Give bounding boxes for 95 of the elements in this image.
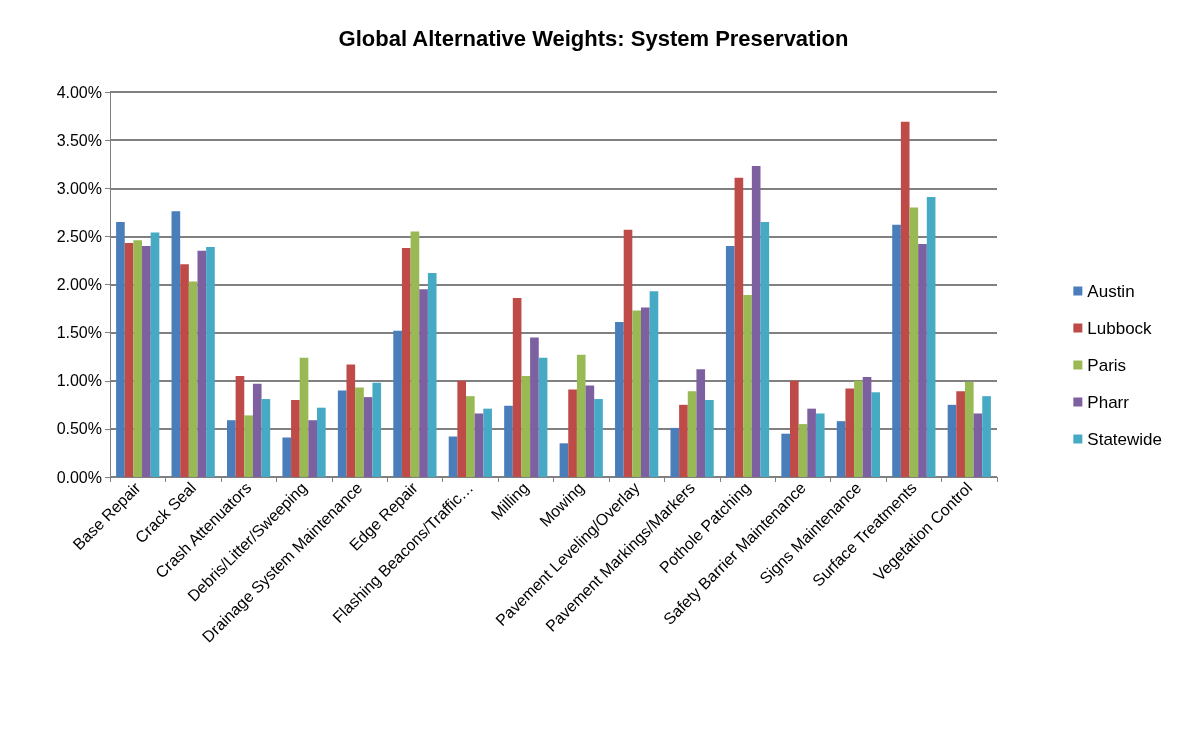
bar <box>956 391 965 477</box>
bar <box>871 392 881 477</box>
bar <box>947 404 957 477</box>
bar <box>725 246 735 477</box>
y-tick-label: 1.00% <box>56 372 102 390</box>
y-tick-label: 0.50% <box>56 420 102 438</box>
bar <box>474 413 484 477</box>
y-tick-label: 1.50% <box>56 324 102 342</box>
bar <box>317 407 326 477</box>
bar <box>632 310 641 477</box>
bar <box>124 243 134 477</box>
legend-label: Paris <box>1087 355 1127 375</box>
legend-label: Statewide <box>1087 429 1163 449</box>
bar <box>623 229 633 477</box>
bar <box>836 421 846 477</box>
bar <box>696 369 706 477</box>
bar <box>483 408 492 477</box>
bar <box>900 121 910 477</box>
y-tick-label: 3.00% <box>56 179 102 197</box>
bar <box>982 396 991 477</box>
bar <box>206 246 215 477</box>
bar <box>150 232 160 477</box>
bar <box>299 357 309 477</box>
bar <box>346 364 356 477</box>
bar <box>504 405 513 477</box>
bar <box>798 424 808 477</box>
bar <box>419 289 428 477</box>
bar <box>282 437 292 477</box>
bar <box>705 400 714 477</box>
bar <box>751 166 761 477</box>
legend-label: Pharr <box>1087 392 1130 412</box>
bar <box>363 397 373 477</box>
bar <box>226 420 236 477</box>
y-tick-label: 2.50% <box>56 227 102 245</box>
bar <box>171 211 181 477</box>
bar <box>142 246 151 477</box>
bar <box>116 221 125 477</box>
legend-label: Austin <box>1087 281 1135 301</box>
bar <box>687 391 697 477</box>
y-tick-label: 0.00% <box>56 468 102 486</box>
bar <box>585 385 595 477</box>
bar <box>235 375 245 477</box>
bar <box>845 388 855 477</box>
bar <box>640 307 650 477</box>
bar <box>188 281 198 477</box>
bar <box>512 297 522 477</box>
y-tick-label: 3.50% <box>56 131 102 149</box>
bar <box>448 436 458 477</box>
bar <box>530 337 539 477</box>
bar <box>457 380 467 477</box>
bar <box>807 408 816 477</box>
bar <box>734 177 744 477</box>
bar <box>568 389 577 477</box>
bar <box>261 399 271 477</box>
bar <box>308 420 317 477</box>
bar <box>760 221 770 477</box>
bar <box>854 380 863 477</box>
bar <box>427 272 437 477</box>
bar <box>372 382 382 477</box>
bar <box>926 196 936 477</box>
bar <box>892 224 901 477</box>
bar <box>815 413 825 477</box>
bar <box>670 427 680 477</box>
bar <box>649 291 659 477</box>
bar <box>291 400 300 477</box>
bar <box>781 433 790 477</box>
bar <box>180 264 189 477</box>
bar <box>244 415 253 477</box>
bar <box>964 381 974 477</box>
bar <box>393 330 402 477</box>
bar <box>133 240 143 477</box>
bar <box>594 399 603 477</box>
y-tick-label: 4.00% <box>56 83 102 101</box>
bar <box>743 295 752 477</box>
bar <box>909 207 919 477</box>
bar <box>355 387 364 477</box>
bar <box>559 443 569 477</box>
legend-label: Lubbock <box>1087 318 1153 338</box>
y-tick-label: 2.00% <box>56 276 102 293</box>
chart-title: Global Alternative Weights: System Preservation <box>338 25 849 51</box>
bar <box>862 376 872 477</box>
bar <box>521 375 531 477</box>
bar <box>918 244 927 477</box>
bar <box>410 231 420 477</box>
bar <box>973 413 983 477</box>
bar <box>576 354 586 477</box>
bar <box>679 404 688 477</box>
bar <box>197 250 207 477</box>
bar <box>401 247 411 477</box>
bar <box>252 383 262 477</box>
bar <box>538 357 548 477</box>
bar <box>615 322 624 477</box>
bar <box>466 396 475 477</box>
bar <box>337 390 347 477</box>
bar <box>790 380 799 477</box>
